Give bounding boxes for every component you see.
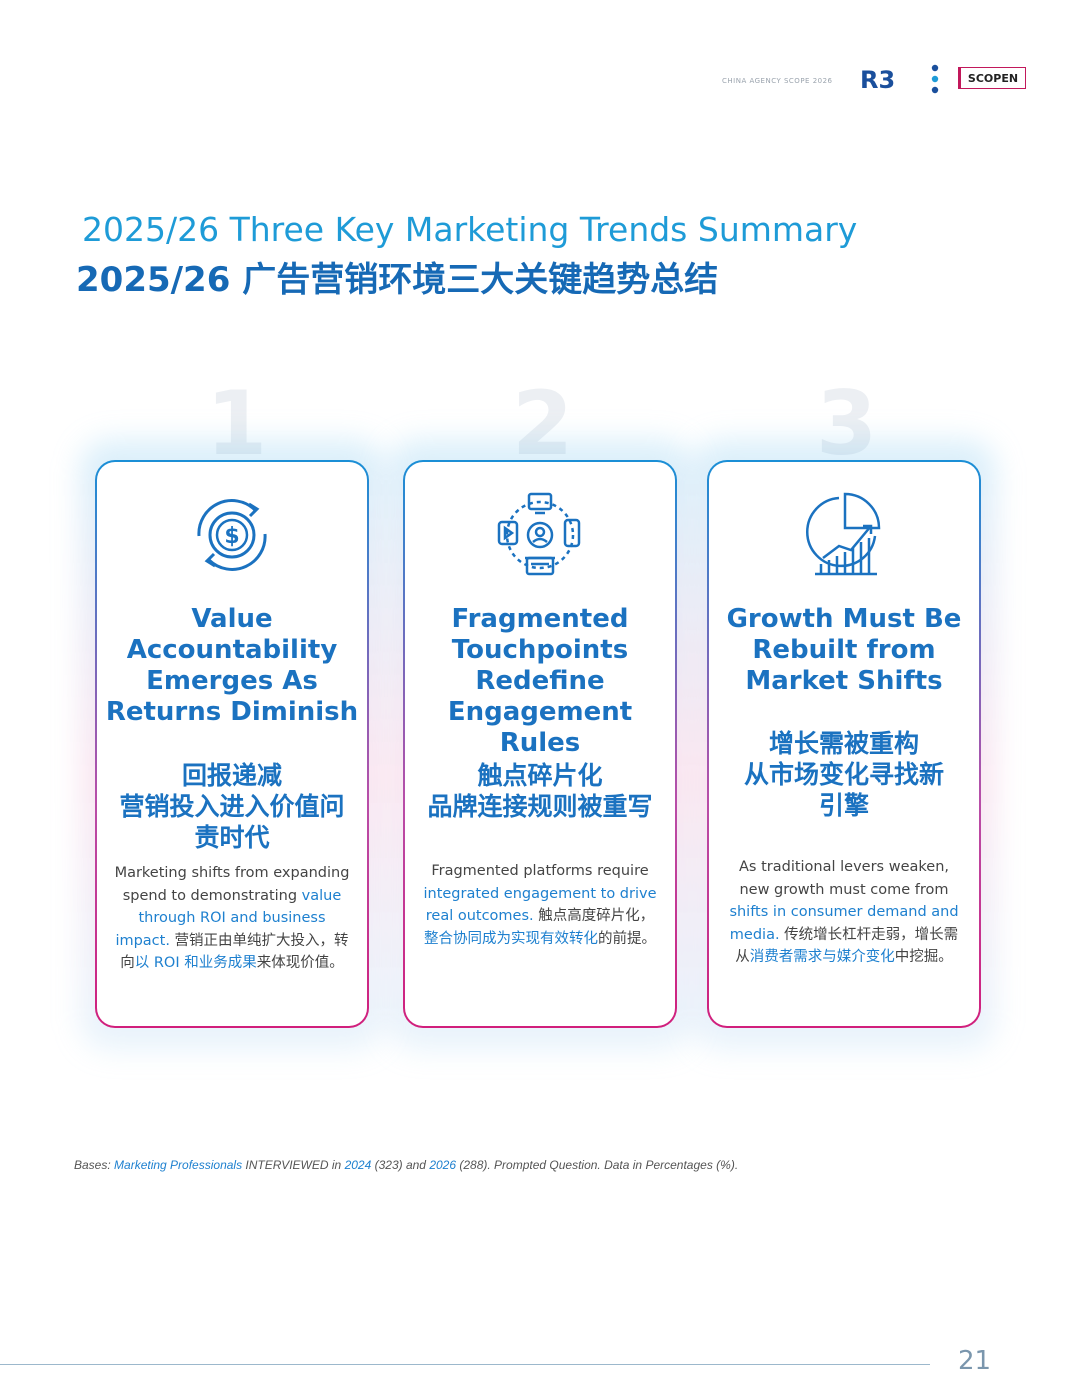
scopen-logo: SCOPEN	[958, 67, 1026, 89]
growth-chart-icon	[709, 490, 979, 580]
page-number: 21	[958, 1346, 992, 1376]
trend-number-3: 3	[816, 372, 878, 475]
trend-card-1: $ Value Accountability Emerges As Return…	[95, 460, 369, 1028]
report-tag: CHINA AGENCY SCOPE 2026	[722, 77, 833, 85]
r3-logo: R3	[860, 66, 895, 92]
svg-text:$: $	[224, 524, 239, 549]
trend-number-1: 1	[206, 372, 268, 475]
card-body: Marketing shifts from expanding spend to…	[114, 865, 350, 971]
dots-icon	[931, 64, 939, 94]
page-title-cn: 2025/26 广告营销环境三大关键趋势总结	[76, 260, 719, 300]
trend-card-3: Growth Must Be Rebuilt from Market Shift…	[707, 460, 981, 1028]
card-title-en: Growth Must Be Rebuilt from Market Shift…	[726, 604, 962, 696]
dollar-cycle-icon: $	[97, 490, 367, 580]
trend-number-2: 2	[512, 372, 574, 475]
card-body: As traditional levers weaken, new growth…	[729, 859, 959, 965]
trend-card-2: Fragmented Touchpoints Redefine Engageme…	[403, 460, 677, 1028]
page-title-en: 2025/26 Three Key Marketing Trends Summa…	[82, 210, 858, 249]
footer-divider	[0, 1364, 930, 1365]
card-title-cn: 回报递减 营销投入进入价值问 责时代	[119, 761, 345, 852]
svg-text:R3: R3	[860, 66, 895, 92]
touchpoints-network-icon	[405, 490, 675, 580]
card-title-en: Value Accountability Emerges As Returns …	[105, 604, 359, 727]
card-title-en: Fragmented Touchpoints Redefine Engageme…	[447, 604, 633, 758]
footnote: Bases: Marketing Professionals INTERVIEW…	[74, 1158, 739, 1172]
card-title-cn: 触点碎片化 品牌连接规则被重写	[427, 761, 653, 821]
card-body: Fragmented platforms require integrated …	[423, 863, 657, 947]
card-title-cn: 增长需被重构 从市场变化寻找新 引擎	[743, 729, 944, 820]
